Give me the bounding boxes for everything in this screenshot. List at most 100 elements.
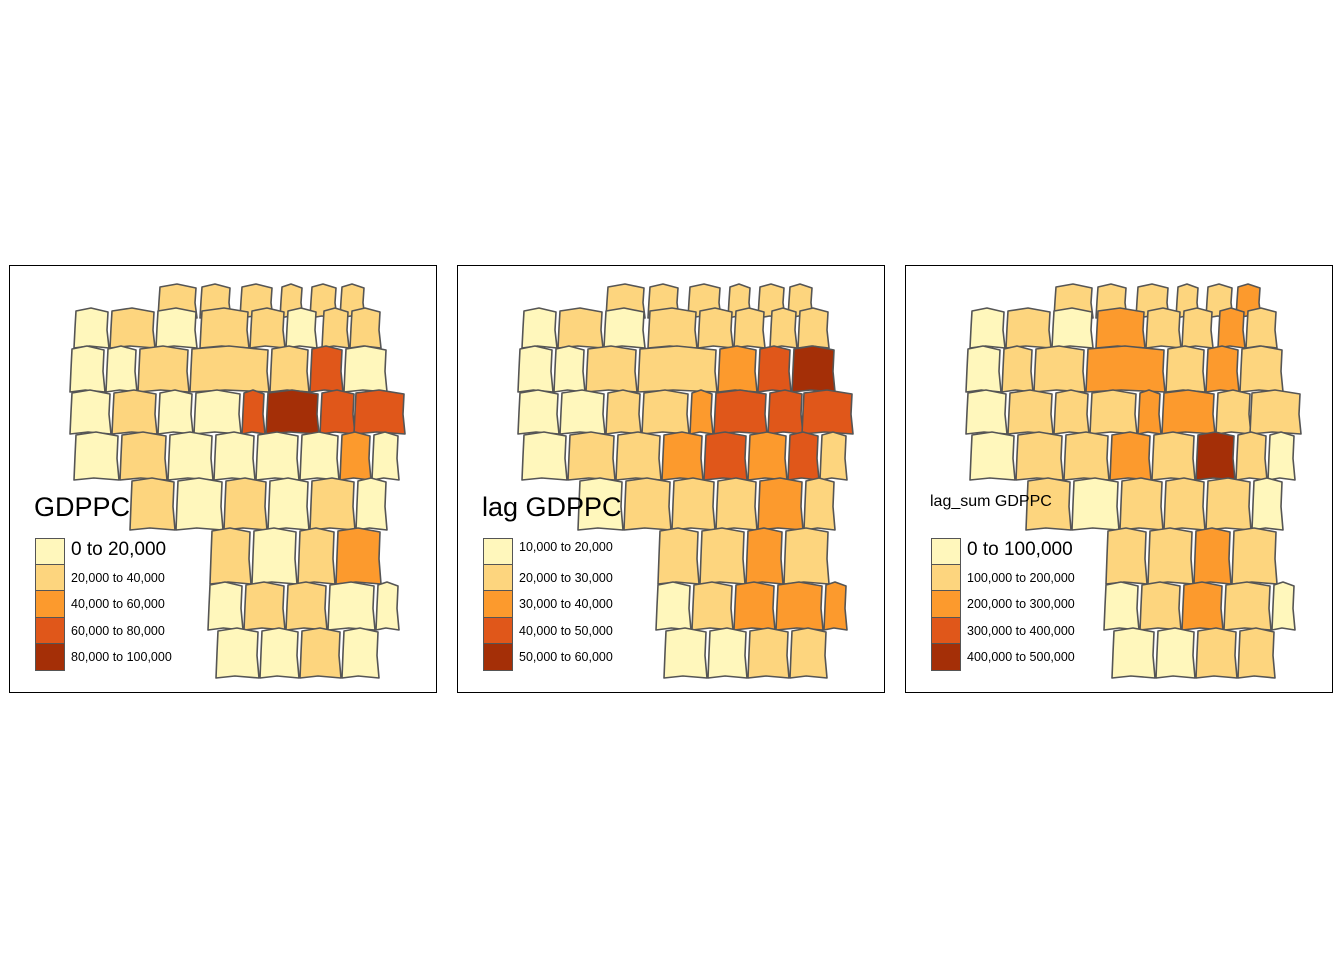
map-region: [1025, 477, 1072, 531]
map-region: [193, 389, 242, 435]
map-region: [1071, 477, 1120, 531]
map-region: [1267, 431, 1296, 481]
legend-label: 40,000 to 60,000: [71, 597, 165, 611]
map-region: [1095, 307, 1146, 349]
map-region: [371, 431, 400, 481]
map-region: [1161, 389, 1216, 435]
legend-swatch: [931, 564, 961, 591]
map-region: [585, 345, 638, 393]
map-region: [969, 307, 1006, 349]
map-region: [297, 527, 336, 585]
legend-item: 20,000 to 30,000: [483, 564, 693, 591]
map-region: [553, 345, 586, 393]
legend-label: 50,000 to 60,000: [519, 650, 613, 664]
map-region: [603, 307, 646, 349]
legend-item: 20,000 to 40,000: [35, 564, 245, 591]
map-region: [1015, 431, 1064, 481]
legend-label: 60,000 to 80,000: [71, 623, 165, 638]
legend-item: 50,000 to 60,000: [483, 644, 693, 671]
map-region: [335, 527, 382, 585]
map-region: [251, 527, 298, 585]
map-region: [783, 527, 830, 585]
map-region: [1063, 431, 1110, 481]
map-region: [1147, 527, 1194, 585]
map-region: [1111, 627, 1156, 679]
map-region: [327, 581, 376, 631]
map-region: [691, 581, 734, 631]
map-region: [641, 389, 690, 435]
map-region: [1163, 477, 1206, 531]
legend-swatch: [35, 591, 65, 618]
map-region: [605, 389, 642, 435]
map-region: [717, 345, 758, 393]
legend-item: 40,000 to 60,000: [35, 591, 245, 618]
map-region: [223, 477, 268, 531]
map-region: [1151, 431, 1196, 481]
legend-label: 100,000 to 200,000: [967, 570, 1075, 585]
map-region: [521, 431, 568, 481]
legend-swatch: [483, 591, 513, 618]
map-region: [1223, 581, 1272, 631]
legend-label: 20,000 to 40,000: [71, 570, 165, 585]
map-region: [285, 581, 328, 631]
map-region: [69, 389, 112, 435]
map-region: [343, 345, 388, 393]
map-region: [577, 477, 624, 531]
legend-item: 300,000 to 400,000: [931, 617, 1141, 644]
map-region: [647, 307, 698, 349]
map-region: [249, 307, 286, 349]
legend-label: 20,000 to 30,000: [519, 570, 613, 585]
legend-swatch: [483, 617, 513, 644]
legend-label: 0 to 100,000: [967, 539, 1073, 560]
legend-swatch: [931, 644, 961, 671]
map-region: [1137, 389, 1162, 435]
map-region: [713, 389, 768, 435]
legend-label: 80,000 to 100,000: [71, 650, 172, 664]
map-region: [299, 627, 342, 679]
map-region: [1231, 527, 1278, 585]
map-region: [1251, 477, 1284, 531]
map-region: [309, 345, 344, 393]
map-regions: [517, 283, 854, 679]
map-region: [801, 389, 854, 435]
map-region: [1085, 345, 1166, 393]
map-region: [137, 345, 190, 393]
map-region: [623, 477, 672, 531]
map-region: [243, 581, 286, 631]
map-region: [615, 431, 662, 481]
map-region: [1205, 477, 1252, 531]
map-region: [167, 431, 214, 481]
map-region: [375, 581, 400, 631]
map-region: [689, 389, 714, 435]
choropleth-map-lag-gdppc: [517, 283, 854, 679]
map-region: [1145, 307, 1182, 349]
map-region: [1249, 389, 1302, 435]
map-region: [791, 345, 836, 393]
legend-item: 200,000 to 300,000: [931, 591, 1141, 618]
legend-item: 0 to 100,000: [931, 538, 1141, 565]
map-region: [1215, 389, 1252, 435]
map-region: [69, 345, 106, 393]
map-regions: [69, 283, 406, 679]
map-region: [353, 389, 406, 435]
map-region: [1119, 477, 1164, 531]
legend-swatch: [483, 538, 513, 565]
map-region: [969, 431, 1016, 481]
legend-items: 10,000 to 20,000 20,000 to 30,000 30,000…: [483, 538, 693, 671]
map-region: [823, 581, 848, 631]
map-region: [269, 345, 310, 393]
map-region: [803, 477, 836, 531]
map-region: [747, 627, 790, 679]
map-region: [965, 345, 1002, 393]
map-region: [255, 431, 300, 481]
map-region: [321, 307, 350, 349]
map-region: [521, 307, 558, 349]
legend-items: 0 to 20,000 20,000 to 40,000 40,000 to 6…: [35, 538, 245, 671]
map-region: [157, 389, 194, 435]
map-region: [1235, 431, 1268, 481]
map-panel-lag-gdppc: lag GDPPC 10,000 to 20,000 20,000 to 30,…: [457, 265, 885, 693]
map-region: [787, 431, 820, 481]
map-regions: [965, 283, 1302, 679]
map-region: [745, 527, 784, 585]
map-region: [789, 627, 828, 679]
